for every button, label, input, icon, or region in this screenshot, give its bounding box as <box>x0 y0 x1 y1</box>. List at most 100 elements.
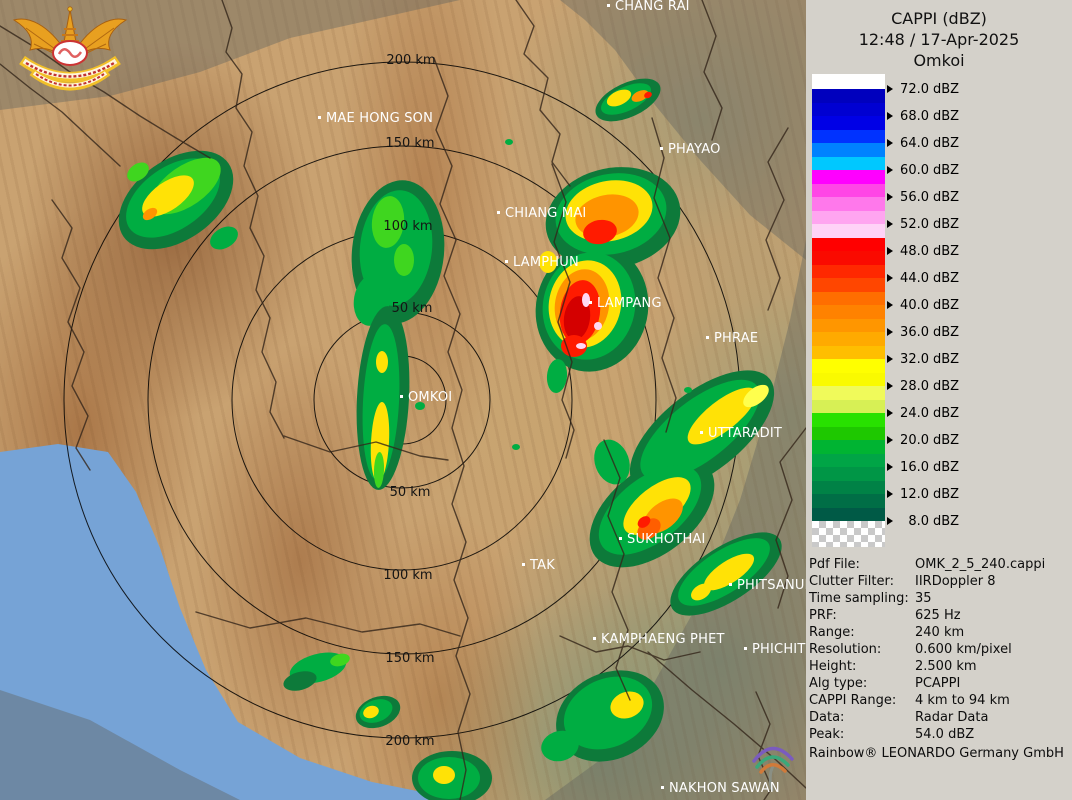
city-label: CHANG RAI <box>615 0 690 14</box>
radar-echo <box>691 583 711 601</box>
city-dot <box>497 211 500 214</box>
city-label: NAKHON SAWAN <box>669 781 780 796</box>
city-dot <box>318 116 321 119</box>
info-label: PRF: <box>809 608 837 623</box>
city-label: PHRAE <box>714 331 758 346</box>
tick-value: 40.0 <box>900 298 929 313</box>
radar-echo <box>594 439 630 485</box>
legend-color-cell <box>812 453 885 467</box>
tick-value: 8.0 <box>908 514 929 529</box>
legend-color-cell <box>812 507 885 521</box>
legend-tick-label: 44.0 dBZ <box>887 270 959 287</box>
transparent-checker <box>812 521 885 547</box>
radar-echo <box>539 251 557 273</box>
province-boundary <box>515 0 571 187</box>
info-row: Time sampling: 35 <box>809 590 1070 607</box>
city-label: SUKHOTHAI <box>627 532 706 547</box>
city-label: MAE HONG SON <box>326 111 433 126</box>
radar-echo <box>142 207 158 221</box>
tick-value: 60.0 <box>900 163 929 178</box>
radar-echo <box>371 196 405 248</box>
radar-echo <box>583 219 617 245</box>
radar-echo <box>210 226 238 250</box>
legend-tick-label: 48.0 dBZ <box>887 243 959 260</box>
radar-echo <box>582 293 590 307</box>
ring-distance-label: 50 km <box>392 301 433 316</box>
legend-tick-label: 64.0 dBZ <box>887 135 959 152</box>
radar-echo <box>505 139 513 145</box>
tick-value: 28.0 <box>900 379 929 394</box>
vendor-credit: Rainbow® LEONARDO Germany GmbH <box>809 746 1064 761</box>
radar-echo <box>363 705 379 719</box>
radar-echo <box>376 351 388 373</box>
product-info-table: Pdf File: OMK_2_5_240.cappi Clutter Filter… <box>809 556 1070 743</box>
radar-map: 200 km 150 km 100 km 50 km 50 km 100 km 150 km… <box>0 0 806 800</box>
radar-echo-layer <box>118 78 782 800</box>
info-label: Alg type: <box>809 676 868 691</box>
city-dot <box>589 301 592 304</box>
radar-echo <box>703 553 755 591</box>
legend-color-cell <box>812 386 885 400</box>
tick-arrow-icon <box>887 490 893 498</box>
info-value: 240 km <box>915 625 965 640</box>
info-label: Height: <box>809 659 857 674</box>
legend-tick-label: 20.0 dBZ <box>887 432 959 449</box>
legend-tick-label: 72.0 dBZ <box>887 81 959 98</box>
city-dot <box>706 336 709 339</box>
province-boundary <box>0 63 121 167</box>
tick-arrow-icon <box>887 247 893 255</box>
radar-echo <box>684 387 692 393</box>
legend-tick-label: 24.0 dBZ <box>887 405 959 422</box>
city-dot <box>593 637 596 640</box>
city-dot <box>660 147 663 150</box>
legend-color-cell <box>812 102 885 116</box>
info-value: Radar Data <box>915 710 989 725</box>
city-label: PHICHIT <box>752 642 805 657</box>
info-row: Pdf File: OMK_2_5_240.cappi <box>809 556 1070 573</box>
legend-color-cell <box>812 318 885 332</box>
tick-arrow-icon <box>887 382 893 390</box>
city-label: OMKOI <box>408 390 452 405</box>
city-dot <box>661 786 664 789</box>
legend-color-cell <box>812 156 885 170</box>
tick-value: 36.0 <box>900 325 929 340</box>
timestamp: 12:48 / 17-Apr-2025 <box>858 30 1020 49</box>
color-bar <box>812 74 885 521</box>
city-label: LAMPHUN <box>513 255 579 270</box>
legend-color-cell <box>812 264 885 278</box>
city-label: PHITSANULOK <box>737 578 806 593</box>
legend-color-cell <box>812 210 885 224</box>
tick-arrow-icon <box>887 328 893 336</box>
legend-tick-label: 68.0 dBZ <box>887 108 959 125</box>
city-dot <box>744 647 747 650</box>
info-value: OMK_2_5_240.cappi <box>915 557 1046 572</box>
province-boundary <box>559 635 701 661</box>
product-title: CAPPI (dBZ) <box>891 9 987 28</box>
tick-value: 48.0 <box>900 244 929 259</box>
radar-echo <box>433 766 455 784</box>
tick-value: 16.0 <box>900 460 929 475</box>
city-dot <box>505 260 508 263</box>
info-row: Resolution: 0.600 km/pixel <box>809 641 1070 658</box>
info-row: Range: 240 km <box>809 624 1070 641</box>
tick-value: 44.0 <box>900 271 929 286</box>
legend-color-cell <box>812 89 885 103</box>
radar-echo <box>127 162 149 182</box>
legend-tick-label: 56.0 dBZ <box>887 189 959 206</box>
radar-echo <box>373 452 385 488</box>
city-dot <box>522 563 525 566</box>
tick-arrow-icon <box>887 274 893 282</box>
info-value: IIRDoppler 8 <box>915 574 996 589</box>
legend-color-cell <box>812 278 885 292</box>
legend-color-cell <box>812 143 885 157</box>
radar-echo <box>610 691 644 719</box>
tick-value: 72.0 <box>900 82 929 97</box>
ring-distance-label: 150 km <box>385 136 434 151</box>
legend-tick-label: 60.0 dBZ <box>887 162 959 179</box>
legend-tick-label: 28.0 dBZ <box>887 378 959 395</box>
province-boundary <box>283 435 449 461</box>
royal-emblem-logo <box>12 6 128 91</box>
legend-color-cell <box>812 305 885 319</box>
legend-color-cell <box>812 251 885 265</box>
